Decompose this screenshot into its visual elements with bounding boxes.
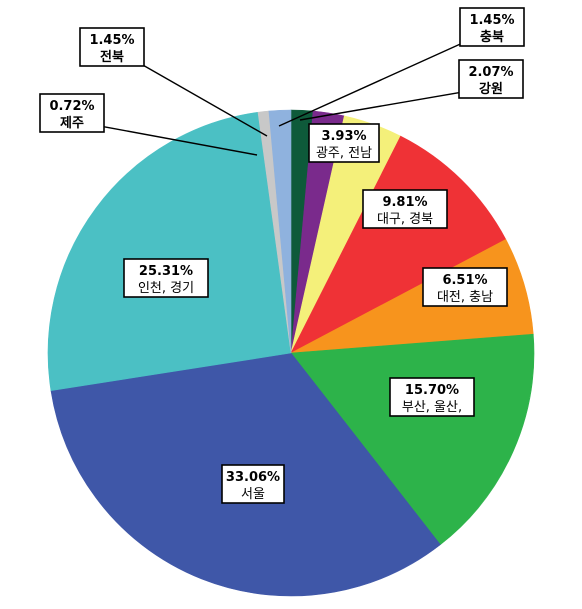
pie-slice-전북: [268, 109, 292, 354]
pie-slice-인천-경기: [47, 111, 292, 392]
slice-label-제주: 0.72% 제주: [39, 93, 105, 133]
label-box: [389, 377, 475, 417]
slice-value-label: 15.70%: [405, 383, 459, 398]
slice-category-label: 서울: [241, 487, 265, 502]
slice-value-label: 3.93%: [321, 129, 366, 144]
leader-line-제주: [91, 123, 258, 156]
slice-category-label: 광주, 전남: [316, 146, 372, 161]
leader-line-강원: [299, 89, 472, 121]
leader-line-전북: [130, 57, 268, 137]
slice-label-전북: 1.45%전북: [79, 27, 145, 67]
slice-category-label: 대전, 충남: [437, 290, 493, 305]
leader-line-충북: [278, 37, 474, 127]
label-box: [458, 59, 524, 99]
slice-category-label: 강원: [479, 81, 503, 97]
label-box: [123, 258, 209, 298]
slice-category-label: 부산, 울산,: [402, 400, 462, 415]
slice-label-대전-충남: 6.51% 대전, 충남: [422, 267, 508, 307]
slice-category-label: 인천, 경기: [138, 281, 194, 296]
slice-category-label: 전북: [100, 49, 124, 65]
slice-label-부산-울산: 15.70% 부산, 울산,: [389, 377, 475, 417]
pie-slice-대구-경북: [290, 135, 507, 354]
slice-category-label: 대구, 경북: [377, 212, 433, 227]
slice-category-label: 충북: [480, 29, 504, 45]
slice-value-label: 1.45%: [89, 33, 134, 48]
slice-label-서울: 33.06% 서울: [221, 464, 285, 504]
slice-value-label: 33.06%: [226, 470, 280, 485]
slice-label-대구-경북: 9.81% 대구, 경북: [362, 189, 448, 229]
slice-label-충북: 1.45%충북: [459, 7, 525, 47]
label-box: [79, 27, 145, 67]
slice-labels: 1.45%충북2.07%강원3.93%광주, 전남9.81%대구, 경북6.51…: [39, 7, 525, 504]
label-box: [221, 464, 285, 504]
slice-value-label: 6.51%: [442, 273, 487, 288]
slice-value-label: 9.81%: [382, 195, 427, 210]
label-box: [459, 7, 525, 47]
label-box: [422, 267, 508, 307]
label-box: [39, 93, 105, 133]
label-box: [308, 123, 380, 163]
slice-value-label: 2.07%: [468, 65, 513, 80]
slice-category-label: 제주: [60, 116, 84, 131]
slice-label-광주-전남: 3.93% 광주, 전남: [308, 123, 380, 163]
slice-value-label: 1.45%: [469, 13, 514, 28]
leader-lines: [91, 37, 474, 156]
slice-value-label: 0.72%: [49, 99, 94, 114]
label-box: [362, 189, 448, 229]
slice-label-인천-경기: 25.31% 인천, 경기: [123, 258, 209, 298]
pie-slices: [47, 109, 535, 597]
slice-label-강원: 2.07%강원: [458, 59, 524, 99]
slice-value-label: 25.31%: [139, 264, 193, 279]
